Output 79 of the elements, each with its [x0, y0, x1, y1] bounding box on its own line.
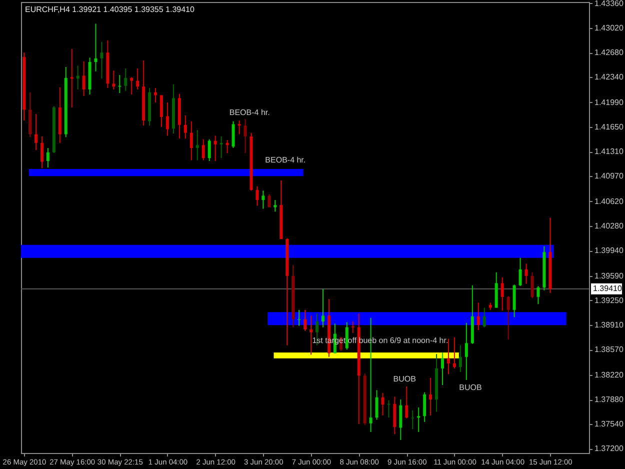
y-tick-label: 1.40970: [594, 172, 624, 181]
candlestick: [524, 263, 528, 284]
candlestick: [530, 272, 534, 299]
candlestick: [399, 399, 402, 440]
y-tick-label: 1.40620: [594, 196, 624, 206]
candlestick: [100, 41, 104, 80]
annotation: BUOB: [459, 382, 482, 392]
y-tick-label: 1.43360: [594, 0, 624, 8]
candlestick: [262, 190, 265, 210]
candlestick: [458, 344, 462, 373]
candlestick: [40, 136, 44, 169]
y-tick-label: 1.40280: [594, 222, 624, 231]
annotation: BEOB-4 hr.: [265, 156, 306, 165]
candlestick: [500, 276, 504, 312]
candlestick: [226, 140, 229, 154]
candlestick: [196, 129, 199, 161]
candlestick: [482, 307, 486, 328]
y-tick-label: 1.37880: [594, 395, 624, 404]
candlestick: [208, 138, 211, 162]
candlestick: [518, 257, 522, 287]
candlestick: [130, 76, 134, 96]
candlestick: [256, 186, 259, 206]
annotation: BUOB: [393, 374, 416, 384]
candlestick: [166, 102, 169, 136]
candlestick: [464, 322, 468, 380]
candlestick: [452, 336, 456, 369]
candlestick: [536, 286, 540, 305]
y-tick-label: 1.41990: [594, 98, 624, 107]
candlestick: [375, 390, 378, 420]
candlestick: [94, 23, 98, 72]
y-tick-label: 1.42340: [594, 72, 624, 82]
candlestick: [190, 120, 193, 161]
y-tick-label: 1.38910: [594, 320, 624, 330]
candlestick: [476, 302, 480, 331]
candlestick: [76, 65, 80, 90]
candlestick: [244, 118, 247, 154]
candlestick: [423, 392, 426, 422]
candlestick: [429, 377, 432, 416]
candlestick: [274, 200, 277, 212]
candlestick: [238, 120, 241, 135]
y-tick-label: 1.39940: [594, 246, 624, 256]
candlestick: [136, 68, 140, 90]
candlestick: [124, 68, 128, 92]
candlestick: [381, 392, 384, 416]
candlestick: [405, 386, 408, 419]
candlestick: [34, 114, 38, 151]
candlestick: [214, 135, 217, 162]
candlestick: [411, 410, 414, 430]
y-tick-label: 1.39590: [594, 271, 624, 280]
y-tick-label: 1.41650: [594, 122, 624, 132]
candlestick: [202, 138, 205, 161]
y-tick-label: 1.38570: [594, 345, 624, 354]
candlestick: [46, 147, 50, 168]
y-tick-label: 1.42680: [594, 48, 624, 58]
candlestick: [446, 338, 450, 375]
candlestick: [506, 296, 510, 340]
candlestick: [417, 406, 420, 433]
candlestick: [441, 352, 444, 386]
y-tick-label: 1.41310: [594, 147, 624, 156]
candlestick: [268, 194, 271, 208]
candlestick: [82, 60, 86, 96]
candlestick: [304, 309, 306, 332]
y-tick-label: 1.37540: [594, 420, 624, 429]
candlestick: [184, 114, 187, 140]
candlestick: [160, 94, 164, 128]
y-tick-label: 1.37200: [594, 444, 624, 454]
y-tick-label: 1.43020: [594, 24, 624, 33]
candlestick: [220, 136, 223, 159]
ref-line-label: 1.39410: [593, 284, 622, 293]
candlestick: [393, 396, 396, 435]
y-tick-label: 1.39250: [594, 296, 624, 305]
chart-title: EURCHF,H4 1.39921 1.40395 1.39355 1.39410: [25, 5, 196, 14]
y-tick-label: 1.38220: [594, 370, 624, 380]
candlestick: [309, 315, 312, 356]
candlestick: [321, 288, 324, 328]
candlestick: [232, 120, 235, 148]
annotation: BEOB-4 hr.: [229, 108, 270, 117]
candlestick: [70, 48, 74, 108]
candlestick: [112, 70, 116, 90]
